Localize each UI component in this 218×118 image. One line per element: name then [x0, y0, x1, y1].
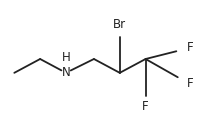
Text: H: H: [61, 51, 70, 64]
Text: N: N: [61, 66, 70, 79]
Text: F: F: [186, 77, 193, 90]
Text: F: F: [142, 100, 149, 113]
Text: F: F: [186, 41, 193, 54]
Text: Br: Br: [113, 18, 126, 31]
